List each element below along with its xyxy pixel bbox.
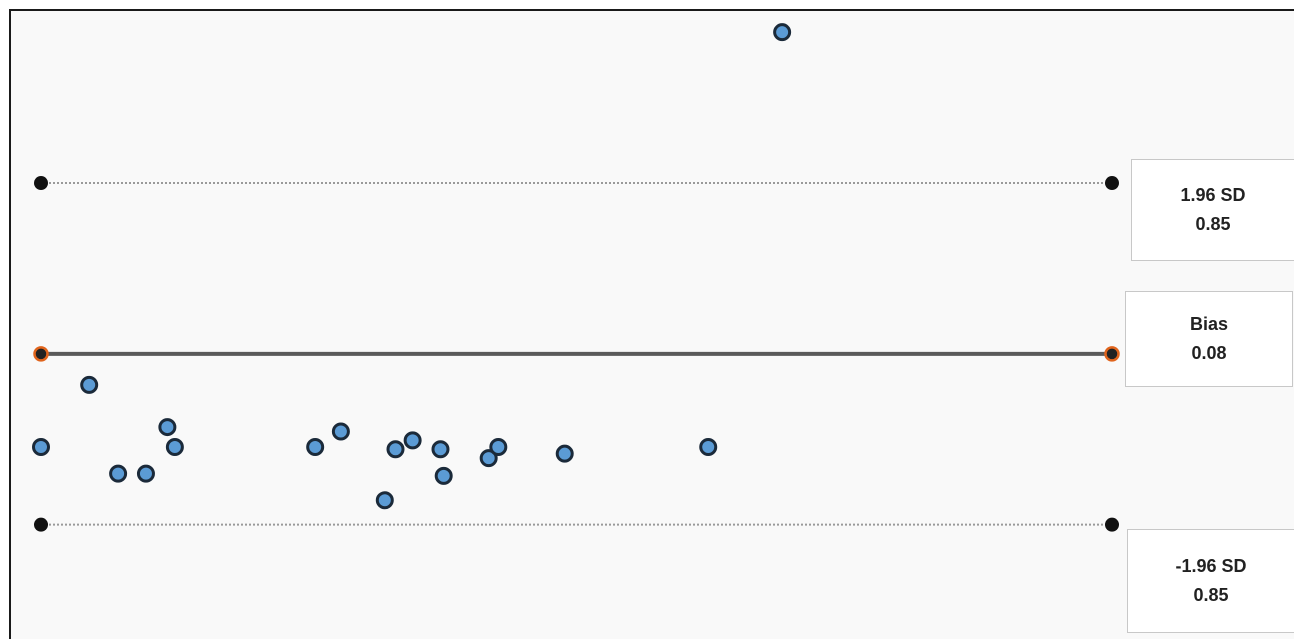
data-point (32, 438, 50, 457)
bias-label: Bias 0.08 (1125, 291, 1293, 387)
lower-limit-label: -1.96 SD 0.85 (1127, 529, 1294, 633)
data-point (306, 438, 325, 457)
data-point (375, 491, 394, 510)
upper-limit-end-marker (1105, 176, 1119, 191)
data-point (158, 418, 177, 437)
bias-title: Bias (1189, 314, 1229, 334)
data-point (431, 440, 450, 459)
data-point (403, 431, 422, 450)
bias-value: 0.08 (1191, 343, 1227, 363)
lower-limit-value: 0.85 (1193, 585, 1229, 605)
data-point (136, 464, 155, 483)
data-point (773, 23, 792, 42)
lower-limit-title: -1.96 SD (1175, 556, 1247, 576)
lower-limit-end-marker (1105, 517, 1119, 532)
data-point (109, 464, 128, 483)
data-point (489, 438, 508, 457)
bias-start-marker (33, 346, 49, 362)
data-point (555, 444, 574, 463)
lower-limit-start-marker (34, 517, 48, 532)
data-point (165, 438, 184, 457)
upper-limit-title: 1.96 SD (1180, 185, 1246, 205)
upper-limit-label: 1.96 SD 0.85 (1131, 159, 1294, 261)
data-point (80, 375, 99, 394)
data-points-layer (32, 23, 792, 510)
data-point (479, 449, 498, 468)
data-point (434, 466, 453, 485)
upper-limit-start-marker (34, 176, 48, 191)
bias-end-marker (1104, 346, 1120, 362)
reference-lines-layer (33, 176, 1120, 532)
data-point (699, 438, 718, 457)
data-point (386, 440, 405, 459)
upper-limit-value: 0.85 (1195, 214, 1231, 234)
data-point (331, 422, 350, 441)
plot-area (9, 9, 1294, 639)
